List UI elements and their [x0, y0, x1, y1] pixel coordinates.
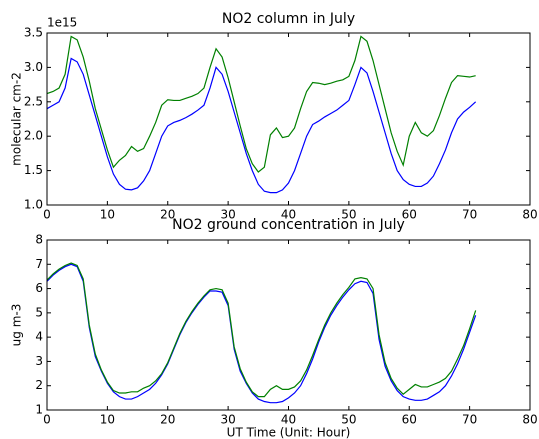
x-tick-label: 80: [522, 208, 537, 222]
y-tick-label: 1.0: [24, 198, 43, 212]
x-tick-label: 10: [100, 208, 115, 222]
x-tick-label: 10: [100, 413, 115, 427]
data-line: [46, 35, 476, 173]
x-tick-label: 40: [281, 208, 296, 222]
y-tick-label: 4: [35, 330, 43, 344]
y-tick-label: 5: [35, 305, 43, 319]
y-tick-label: 6: [35, 281, 43, 295]
plot-area: [47, 240, 530, 410]
x-tick-label: 0: [43, 413, 51, 427]
y-tick-label: 8: [35, 233, 43, 247]
y-tick-label: 3: [35, 354, 43, 368]
y-axis-label: molecular cm-2: [10, 72, 24, 166]
x-tick-label: 60: [402, 413, 417, 427]
y-axis-label: ug m-3: [10, 304, 24, 347]
x-tick-label: 70: [462, 208, 477, 222]
y-tick-label: 2: [35, 378, 43, 392]
x-tick-label: 60: [402, 208, 417, 222]
y-tick-label: 3.5: [24, 26, 43, 40]
x-tick-label: 70: [462, 413, 477, 427]
x-axis-label: UT Time (Unit: Hour): [227, 426, 351, 439]
x-tick-label: 30: [220, 413, 235, 427]
plot-area: [47, 33, 530, 205]
y-tick-label: 2.0: [24, 129, 43, 143]
data-line: [46, 263, 477, 404]
y-tick-label: 1.5: [24, 163, 43, 177]
x-tick-label: 40: [281, 413, 296, 427]
y-tick-label: 1: [35, 403, 43, 417]
x-tick-label: 20: [160, 208, 175, 222]
y-tick-label: 2.5: [24, 94, 43, 108]
x-tick-label: 20: [160, 413, 175, 427]
y-tick-label: 7: [35, 257, 43, 271]
x-tick-label: 0: [43, 208, 51, 222]
y-tick-label: 3.0: [24, 60, 43, 74]
data-line: [46, 262, 477, 398]
x-tick-label: 30: [220, 208, 235, 222]
x-tick-label: 80: [522, 413, 537, 427]
data-line: [46, 57, 477, 194]
x-tick-label: 50: [341, 208, 356, 222]
offset-label: 1e15: [47, 16, 77, 30]
x-tick-label: 50: [341, 413, 356, 427]
chart-title: NO2 column in July: [222, 11, 355, 27]
chart-title: NO2 ground concentration in July: [172, 217, 405, 233]
